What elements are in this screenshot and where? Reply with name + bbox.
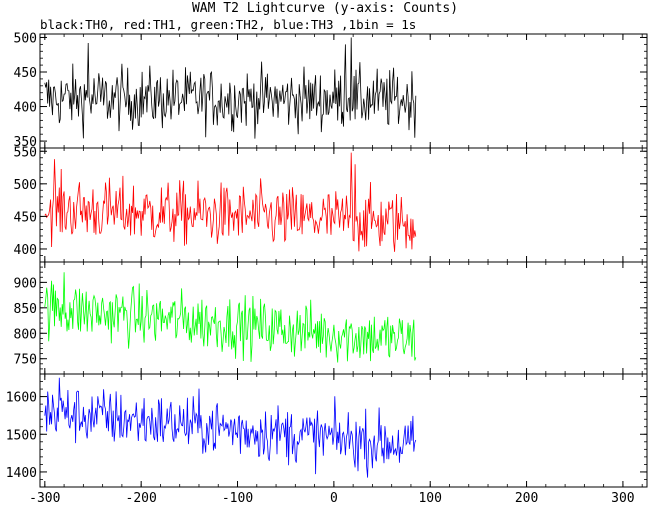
y-tick-label: 550: [14, 145, 37, 160]
y-tick-label: 500: [14, 31, 37, 46]
y-tick-label: 1500: [6, 428, 37, 443]
panel-frame-th3: [39, 373, 648, 488]
x-tick-label: -200: [126, 491, 157, 505]
y-tick-label: 800: [14, 327, 37, 342]
series-th0: [44, 37, 417, 139]
y-tick-label: 1600: [6, 391, 37, 406]
chart-subtitle: black:TH0, red:TH1, green:TH2, blue:TH3 …: [40, 17, 417, 32]
y-tick-label: 850: [14, 302, 37, 317]
x-tick-label: -100: [222, 491, 253, 505]
y-tick-label: 1400: [6, 466, 37, 481]
y-tick-label: 400: [14, 243, 37, 258]
y-tick-label: 400: [14, 101, 37, 116]
x-tick-label: 200: [515, 491, 538, 505]
y-tick-label: 750: [14, 353, 37, 368]
y-tick-label: 900: [14, 276, 37, 291]
y-tick-label: 500: [14, 178, 37, 193]
panel-frame-th1: [39, 147, 648, 263]
x-tick-label: -300: [29, 491, 60, 505]
y-tick-label: 350: [14, 135, 37, 150]
x-tick-label: 100: [418, 491, 441, 505]
series-th1: [44, 152, 417, 252]
series-th2: [44, 272, 417, 363]
x-tick-label: 300: [611, 491, 634, 505]
series-th3: [44, 377, 417, 478]
panel-frame-th2: [39, 261, 648, 375]
y-tick-label: 450: [14, 66, 37, 81]
chart-title: WAM T2 Lightcurve (y-axis: Counts): [191, 1, 459, 16]
panel-frame-th0: [39, 33, 648, 149]
y-tick-label: 450: [14, 210, 37, 225]
x-tick-label: 0: [330, 491, 338, 505]
